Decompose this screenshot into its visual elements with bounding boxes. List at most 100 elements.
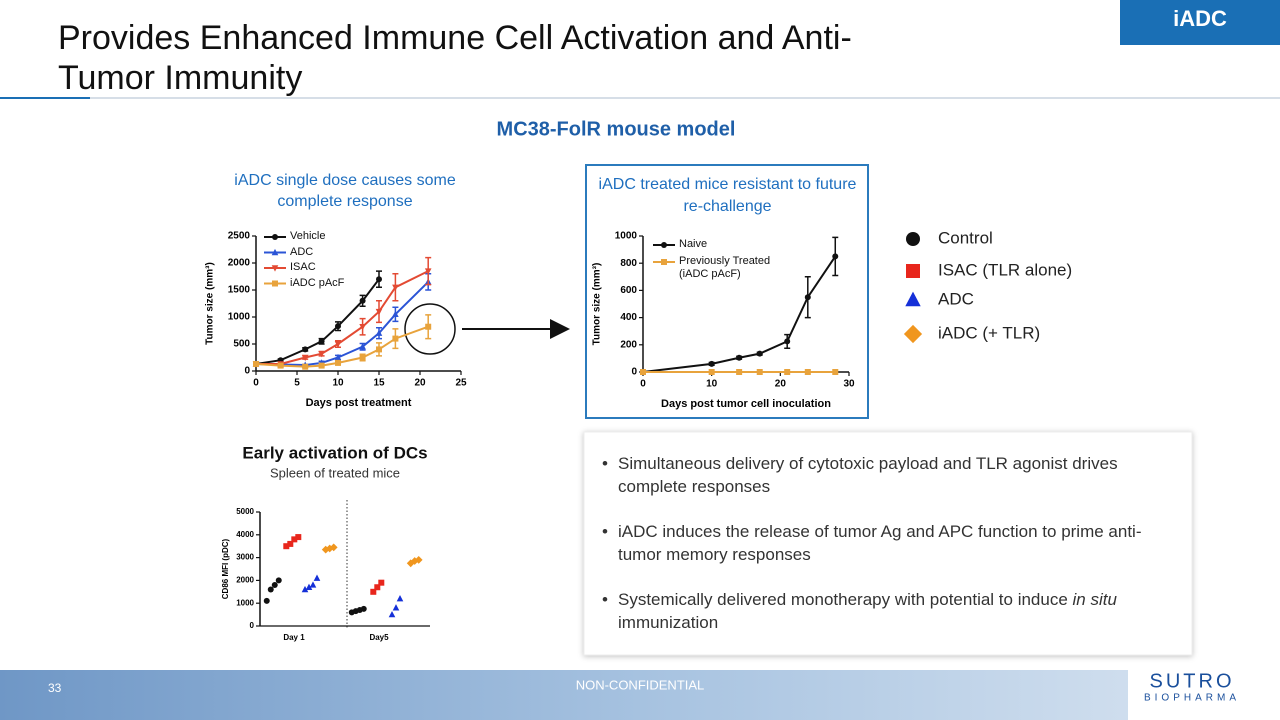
y-tick-label: 5000 [236, 507, 254, 516]
marker [277, 362, 284, 369]
marker [335, 359, 341, 366]
marker [756, 350, 763, 357]
highlight-circle [404, 303, 456, 355]
x-axis-title: Days post treatment [306, 397, 412, 409]
marker [708, 369, 715, 375]
legend-label: Naive [679, 238, 708, 250]
legend-label: ADC [290, 245, 314, 258]
badge: iADC [1173, 6, 1227, 31]
marker [267, 586, 274, 593]
chart-title: Early activation of DCs [242, 443, 427, 462]
x-tick-label: 5 [294, 378, 300, 389]
y-axis-title: CD86 MFI (pDC) [221, 538, 230, 599]
marker [318, 351, 325, 358]
marker [905, 291, 921, 307]
legend-label: ISAC (TLR alone) [938, 260, 1072, 279]
x-tick-label: 25 [455, 378, 467, 389]
x-tick-label: Day 1 [283, 633, 305, 642]
x-tick-label: 15 [373, 378, 385, 389]
series-line [255, 278, 380, 365]
marker [302, 346, 309, 353]
marker [906, 264, 920, 278]
x-tick-label: 0 [640, 379, 646, 390]
marker [736, 354, 743, 361]
bullet-text: Systemically delivered monotherapy with … [618, 590, 1068, 609]
x-tick-label: 30 [843, 379, 855, 390]
y-tick-label: 800 [620, 258, 637, 269]
y-tick-label: 0 [244, 366, 250, 377]
marker [832, 369, 839, 375]
chart-subtitle: Spleen of treated mice [270, 465, 400, 480]
marker [263, 597, 270, 604]
marker [392, 604, 400, 611]
marker [275, 577, 282, 584]
marker [708, 360, 715, 367]
bullet: iADC induces the release of tumor Ag and… [602, 520, 1172, 566]
bullet: Systemically delivered monotherapy with … [602, 588, 1172, 634]
logo-bg [1128, 670, 1280, 720]
marker [424, 268, 432, 275]
marker [271, 581, 278, 588]
marker [374, 584, 381, 591]
marker [287, 540, 294, 547]
x-axis-title: Days post tumor cell inoculation [661, 398, 831, 410]
section-title: MC38-FolR mouse model [497, 118, 736, 140]
marker [392, 284, 399, 291]
marker [283, 543, 290, 550]
marker [832, 253, 839, 260]
x-tick-label: 20 [414, 378, 426, 389]
legend-label: Control [938, 228, 993, 247]
marker [392, 335, 399, 342]
marker [334, 353, 342, 361]
marker [378, 579, 385, 586]
y-tick-label: 400 [620, 312, 637, 323]
marker [272, 234, 278, 240]
bullet-text: immunization [618, 613, 719, 632]
marker [329, 543, 338, 552]
marker [370, 588, 377, 595]
marker [388, 611, 396, 618]
marker [414, 555, 423, 564]
marker [359, 297, 366, 304]
chart-title: iADC single dose causes some complete re… [234, 172, 456, 210]
y-tick-label: 3000 [236, 553, 254, 562]
footer-band [0, 670, 1280, 720]
page-number: 33 [48, 681, 62, 695]
y-tick-label: 1000 [236, 598, 254, 607]
marker [301, 585, 309, 593]
y-tick-label: 200 [620, 339, 637, 350]
marker [661, 259, 667, 265]
marker [301, 354, 309, 362]
marker [784, 369, 791, 375]
marker [396, 595, 404, 602]
bullet-list: Simultaneous delivery of cytotoxic paylo… [602, 452, 1172, 656]
marker [359, 343, 366, 350]
y-tick-label: 1000 [228, 312, 251, 323]
marker [906, 232, 920, 246]
legend-label: iADC (+ TLR) [938, 323, 1040, 342]
y-tick-label: 500 [233, 339, 250, 350]
bullet-emphasis: in situ [1072, 590, 1117, 609]
legend-label: iADC pAcF [290, 276, 345, 289]
x-tick-label: 10 [706, 379, 718, 390]
marker [291, 536, 298, 543]
marker [376, 276, 382, 283]
marker [309, 581, 317, 588]
y-tick-label: 1500 [228, 285, 251, 296]
legend-label: ADC [938, 289, 974, 308]
logo: SUTRO [1150, 670, 1235, 692]
marker [375, 308, 383, 316]
rechallenge-box [585, 164, 869, 419]
marker [271, 248, 279, 256]
marker [736, 369, 743, 375]
marker [804, 369, 811, 375]
y-tick-label: 600 [620, 285, 637, 296]
marker [334, 341, 342, 348]
marker [318, 362, 325, 369]
marker [756, 369, 763, 375]
y-tick-label: 2000 [236, 576, 254, 585]
y-tick-label: 2500 [228, 231, 251, 242]
bullet: Simultaneous delivery of cytotoxic paylo… [602, 452, 1172, 498]
marker [313, 574, 321, 581]
marker [640, 369, 646, 375]
